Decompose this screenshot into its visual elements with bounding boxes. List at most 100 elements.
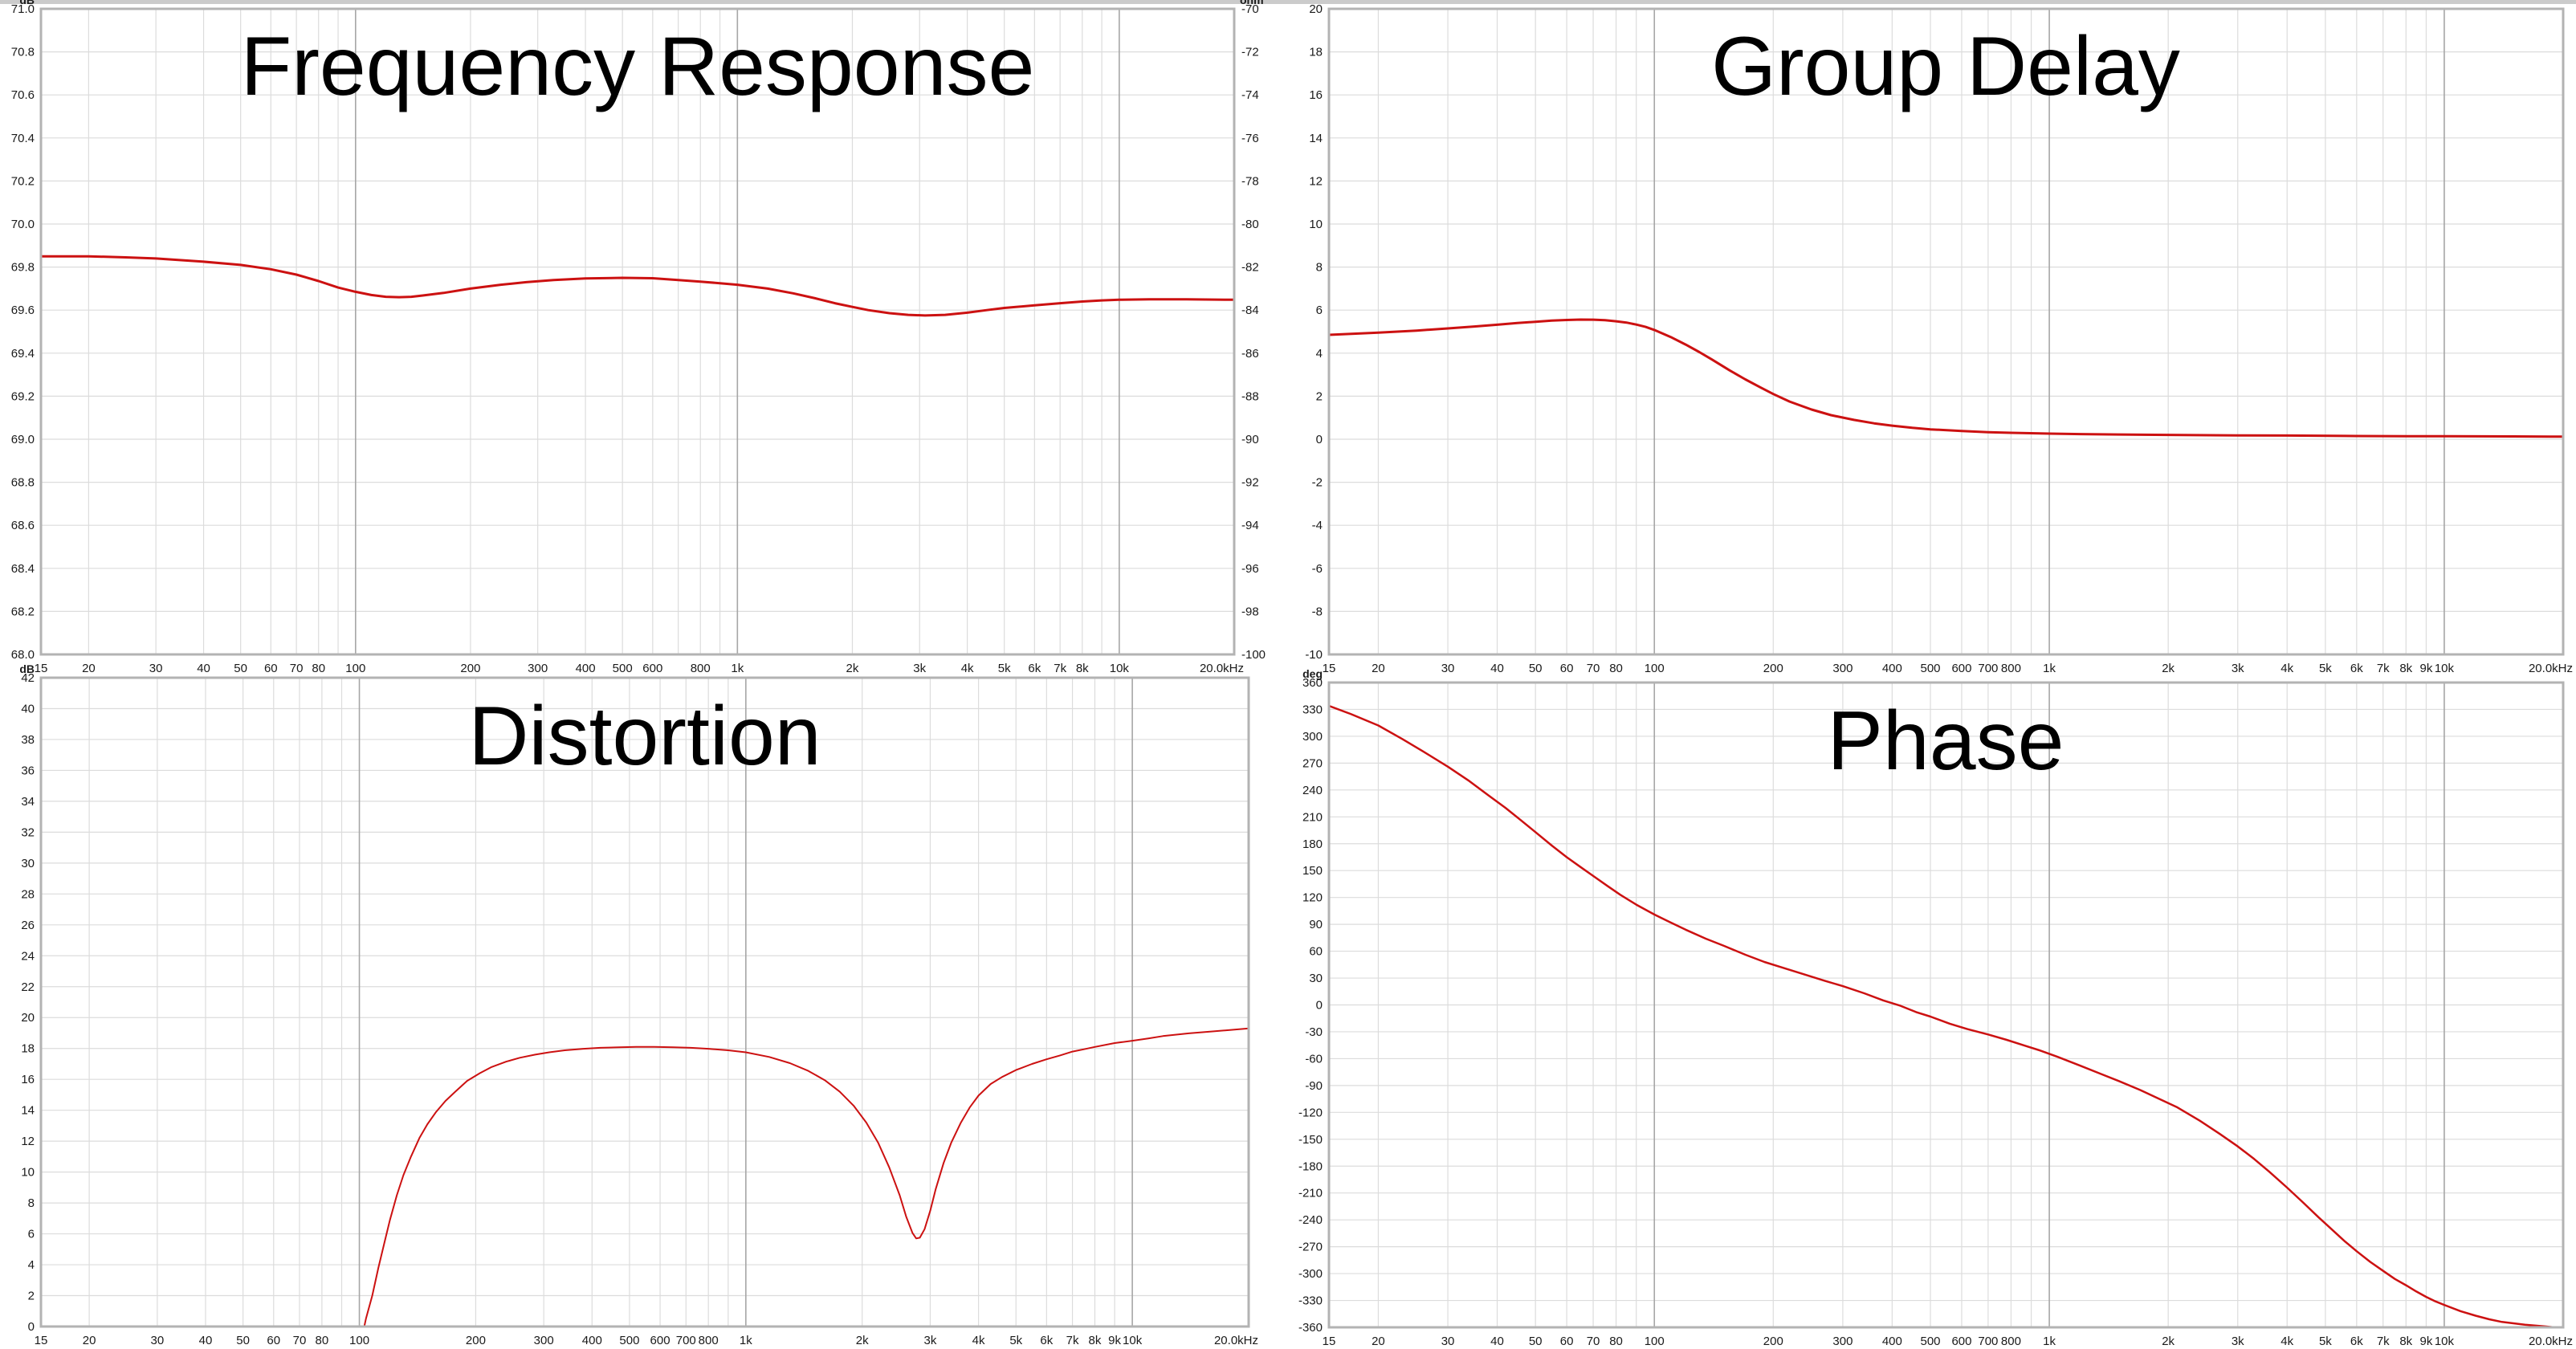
x-tick-label: 800 (2001, 1335, 2021, 1348)
x-tick-label: 400 (1882, 662, 1902, 675)
y-right-tick-label: -82 (1241, 261, 1259, 275)
y-tick-label: 12 (21, 1135, 35, 1148)
x-tick-label: 100 (349, 1334, 369, 1347)
x-tick-label: 3k (924, 1334, 937, 1347)
x-tick-label: 800 (691, 662, 711, 675)
y-tick-label: -90 (1305, 1079, 1323, 1093)
x-tick-label: 100 (1645, 1335, 1665, 1348)
x-tick-label: 60 (1560, 1335, 1574, 1348)
grid (41, 678, 1249, 1327)
x-tick-label: 6k (2350, 662, 2363, 675)
x-tick-label: 40 (199, 1334, 213, 1347)
x-tick-label: 600 (1951, 1335, 1971, 1348)
y-tick-label: 240 (1302, 784, 1323, 797)
y-tick-label: 68.0 (11, 648, 35, 662)
x-tick-label: 30 (1441, 662, 1455, 675)
x-tick-label: 40 (197, 662, 210, 675)
plot-border (1327, 7, 2565, 656)
x-tick-label: 20 (1372, 662, 1385, 675)
y-tick-label: 6 (1316, 304, 1323, 317)
x-tick-label: 9k (2420, 1335, 2433, 1348)
frequency-response-title: Frequency Response (241, 20, 1035, 113)
y-tick-label: 69.8 (11, 261, 35, 275)
y-right-tick-label: -78 (1241, 174, 1259, 188)
x-tick-label: 8k (2399, 1335, 2412, 1348)
y-tick-label: 210 (1302, 810, 1323, 824)
y-right-tick-label: -86 (1241, 347, 1259, 361)
y-tick-label: 42 (21, 671, 35, 685)
x-tick-label: 15 (1323, 662, 1336, 675)
y-right-axis-unit: ohm (1240, 0, 1264, 6)
grid (41, 9, 1234, 654)
y-tick-label: 20 (1309, 2, 1323, 16)
y-tick-label: 16 (1309, 88, 1323, 102)
y-tick-label: 70.6 (11, 88, 35, 102)
y-tick-label: 0 (28, 1320, 35, 1334)
x-tick-label: 2k (856, 1334, 869, 1347)
y-tick-label: -300 (1298, 1267, 1323, 1281)
y-right-tick-label: -70 (1241, 2, 1259, 16)
x-tick-label: 6k (2350, 1335, 2363, 1348)
x-tick-label: 50 (1529, 662, 1543, 675)
x-tick-label: 80 (1609, 662, 1623, 675)
y-tick-label: 4 (1316, 347, 1323, 361)
y-tick-label: 20 (21, 1011, 35, 1025)
x-tick-label: 500 (619, 1334, 639, 1347)
x-tick-label: 20 (1372, 1335, 1385, 1348)
x-tick-label: 2k (2162, 662, 2175, 675)
x-tick-label: 100 (345, 662, 365, 675)
y-tick-label: -4 (1312, 519, 1323, 532)
x-tick-label: 500 (1921, 1335, 1941, 1348)
x-tick-label: 1k (731, 662, 744, 675)
distortion-title: Distortion (468, 690, 821, 783)
x-tick-label: 15 (35, 662, 48, 675)
plot-border (39, 7, 1236, 656)
y-tick-label: 68.2 (11, 605, 35, 618)
x-tick-label: 8k (2399, 662, 2412, 675)
y-tick-label: -8 (1312, 605, 1323, 618)
window-edge-strip (0, 0, 2576, 4)
y-tick-label: 40 (21, 702, 35, 715)
plot-border (39, 676, 1250, 1328)
x-tick-label: 5k (2319, 662, 2332, 675)
y-tick-label: 14 (1309, 132, 1323, 145)
axis-labels: 71.0 70.8 70.6 70.4 70.2 70.0 69.8 69.6 69.4 69.2… (11, 0, 1266, 675)
y-tick-label: 0 (1316, 999, 1323, 1013)
y-right-tick-label: -80 (1241, 218, 1259, 231)
x-tick-label: 80 (316, 1334, 329, 1347)
frequency-response-panel: 71.0 70.8 70.6 70.4 70.2 70.0 69.8 69.6 69.4 69.2… (11, 0, 1266, 675)
y-tick-label: 68.4 (11, 562, 35, 576)
x-tick-label: 30 (1441, 1335, 1455, 1348)
y-tick-label: 70.0 (11, 218, 35, 231)
x-tick-label: 60 (264, 662, 278, 675)
x-tick-label: 800 (2001, 662, 2021, 675)
phase-title: Phase (1828, 695, 2064, 788)
y-tick-label: 24 (21, 949, 35, 963)
x-tick-label: 15 (35, 1334, 48, 1347)
x-tick-label: 400 (1882, 1335, 1902, 1348)
x-tick-label: 5k (2319, 1335, 2332, 1348)
frequency-response-curve (41, 255, 1234, 317)
x-tick-label: 600 (650, 1334, 670, 1347)
y-tick-label: 70.4 (11, 132, 35, 145)
phase-panel: 3603303002702402101801501209060300-30-60… (1298, 667, 2573, 1348)
y-tick-label: 71.0 (11, 2, 35, 16)
y-tick-label: -240 (1298, 1213, 1323, 1227)
y-tick-label: 70.2 (11, 174, 35, 188)
x-tick-label: 50 (1529, 1335, 1543, 1348)
y-tick-label: 0 (1316, 433, 1323, 446)
y-tick-label: 26 (21, 919, 35, 932)
y-tick-label: -360 (1298, 1321, 1323, 1335)
x-tick-label: 9k (1108, 1334, 1121, 1347)
x-tick-label: 200 (1763, 1335, 1783, 1348)
y-right-tick-label: -74 (1241, 88, 1259, 102)
x-tick-label: 6k (1040, 1334, 1053, 1347)
y-tick-label: 180 (1302, 838, 1323, 851)
x-tick-label: 4k (961, 662, 974, 675)
x-tick-label: 600 (1951, 662, 1971, 675)
y-tick-label: 4 (28, 1258, 35, 1272)
x-tick-label: 30 (149, 662, 163, 675)
x-tick-label: 5k (998, 662, 1011, 675)
